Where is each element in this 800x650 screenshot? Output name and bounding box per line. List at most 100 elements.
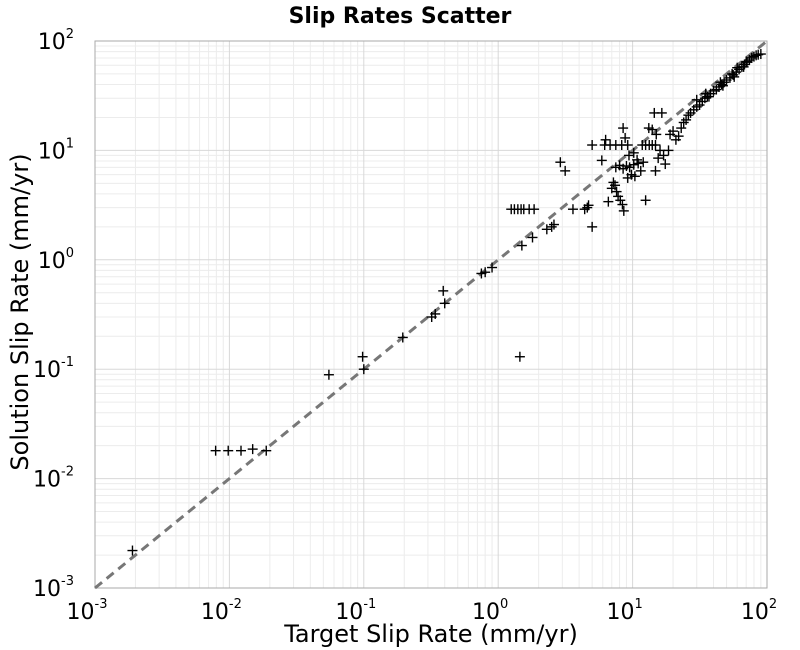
data-point — [439, 298, 450, 309]
data-point — [640, 195, 651, 206]
y-tick-base: 10 — [38, 249, 66, 274]
data-point — [699, 93, 710, 104]
data-point — [618, 205, 629, 216]
data-point — [480, 267, 491, 278]
data-point — [210, 445, 221, 456]
data-point — [527, 232, 538, 243]
data-point — [223, 445, 234, 456]
data-point — [650, 165, 661, 176]
data-point — [683, 110, 694, 121]
data-point — [618, 123, 629, 134]
data-point — [678, 117, 689, 128]
data-point — [663, 145, 674, 156]
data-point — [397, 332, 408, 343]
y-tick-base: 10 — [38, 139, 66, 164]
x-tick-exponent: -1 — [363, 597, 376, 612]
x-tick-exponent: 0 — [500, 597, 508, 612]
y-tick-base: 10 — [38, 30, 66, 55]
data-point — [755, 49, 766, 60]
data-point — [628, 147, 639, 158]
data-point — [741, 56, 752, 67]
x-tick-base: 10 — [606, 600, 634, 625]
data-point — [587, 140, 598, 151]
data-point — [656, 107, 667, 118]
x-tick-label: 10-3 — [67, 597, 108, 625]
x-tick-exponent: -2 — [229, 597, 242, 612]
data-point — [681, 114, 692, 125]
x-tick-base: 10 — [67, 600, 95, 625]
data-point — [658, 150, 669, 161]
data-point — [261, 445, 272, 456]
y-tick-label: 101 — [38, 136, 74, 164]
data-points — [127, 49, 766, 556]
y-tick-label: 102 — [38, 27, 74, 55]
reference-line — [94, 39, 768, 590]
data-point — [622, 140, 633, 151]
x-tick-label: 102 — [741, 597, 777, 625]
data-point — [541, 224, 552, 235]
data-point — [691, 94, 702, 105]
y-tick-exponent: -3 — [61, 574, 74, 589]
minor-grid — [95, 41, 767, 588]
data-point — [555, 157, 566, 168]
data-point — [638, 157, 649, 168]
data-point — [610, 180, 621, 191]
data-point — [583, 200, 594, 211]
y-tick-label: 10-3 — [33, 574, 74, 602]
data-point — [748, 51, 759, 62]
data-point — [546, 221, 557, 232]
data-point — [703, 91, 714, 102]
data-point — [673, 131, 684, 142]
data-point — [629, 171, 640, 182]
x-tick-base: 10 — [472, 600, 500, 625]
data-point — [732, 62, 743, 73]
data-point — [487, 262, 498, 273]
y-tick-base: 10 — [33, 468, 61, 493]
data-point — [650, 140, 661, 151]
x-tick-exponent: 1 — [634, 597, 642, 612]
data-point — [676, 123, 687, 134]
data-point — [529, 204, 540, 215]
chart-title: Slip Rates Scatter — [289, 4, 512, 29]
data-point — [127, 545, 138, 556]
x-tick-exponent: 2 — [769, 597, 777, 612]
x-axis-label: Target Slip Rate (mm/yr) — [283, 620, 578, 648]
data-point — [438, 285, 449, 296]
data-point — [596, 155, 607, 166]
data-point — [600, 134, 611, 145]
data-point — [358, 364, 369, 375]
data-point — [617, 199, 628, 210]
y-tick-label: 10-1 — [33, 355, 74, 383]
data-point — [236, 445, 247, 456]
x-axis-ticks: 10-3 10-2 10-1 100 101 102 — [67, 597, 778, 625]
data-point — [623, 150, 634, 161]
data-point — [560, 165, 571, 176]
y-tick-exponent: 2 — [66, 27, 74, 42]
data-point — [653, 153, 664, 164]
data-point — [651, 129, 662, 140]
data-point — [738, 61, 749, 72]
data-point — [717, 80, 728, 91]
data-point — [611, 186, 622, 197]
data-point — [655, 145, 666, 156]
data-point — [716, 79, 727, 90]
data-point — [632, 154, 643, 165]
data-point — [729, 71, 740, 82]
data-point — [603, 196, 614, 207]
y-tick-label: 10-2 — [33, 465, 74, 493]
data-point — [660, 159, 671, 170]
data-point — [587, 221, 598, 232]
y-tick-label: 100 — [38, 246, 74, 274]
data-point — [620, 132, 631, 143]
data-point — [514, 351, 525, 362]
y-tick-exponent: -1 — [61, 355, 74, 370]
data-point — [548, 219, 559, 230]
x-tick-label: 100 — [472, 597, 508, 625]
y-tick-base: 10 — [33, 577, 61, 602]
data-point — [582, 202, 593, 213]
y-axis-label: Solution Slip Rate (mm/yr) — [6, 153, 34, 470]
x-tick-label: 101 — [606, 597, 642, 625]
data-point — [247, 444, 258, 455]
